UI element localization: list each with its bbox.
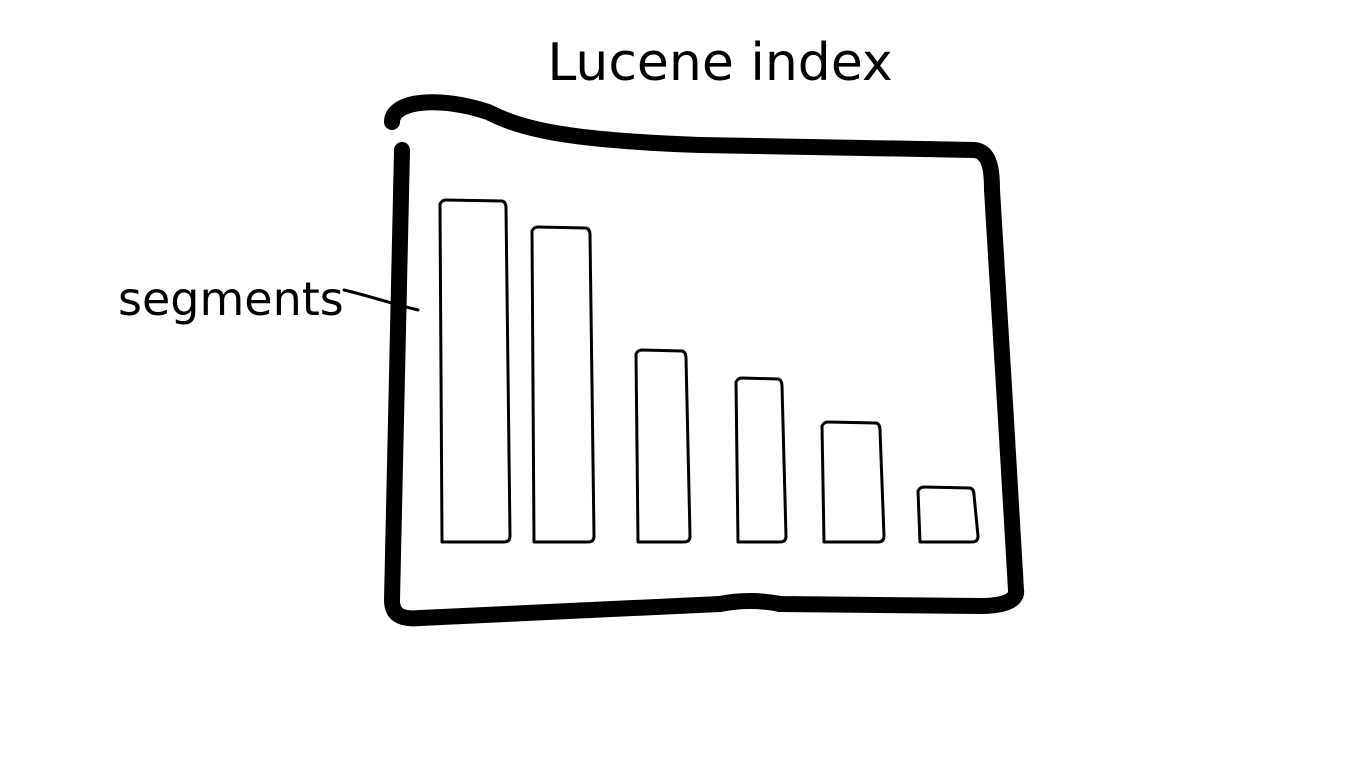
- segments-pointer-line: [342, 288, 420, 312]
- segment-bar-4: [734, 376, 788, 544]
- segment-bar-5: [820, 420, 886, 544]
- segment-bar-6: [916, 485, 980, 544]
- segment-bar-1: [438, 198, 512, 544]
- segment-bars: [438, 198, 980, 544]
- diagram-title: Lucene index: [547, 33, 892, 93]
- segment-bar-3: [634, 348, 692, 544]
- segment-bar-2: [530, 225, 596, 544]
- index-box: [384, 94, 1024, 627]
- segments-label: segments: [118, 272, 344, 326]
